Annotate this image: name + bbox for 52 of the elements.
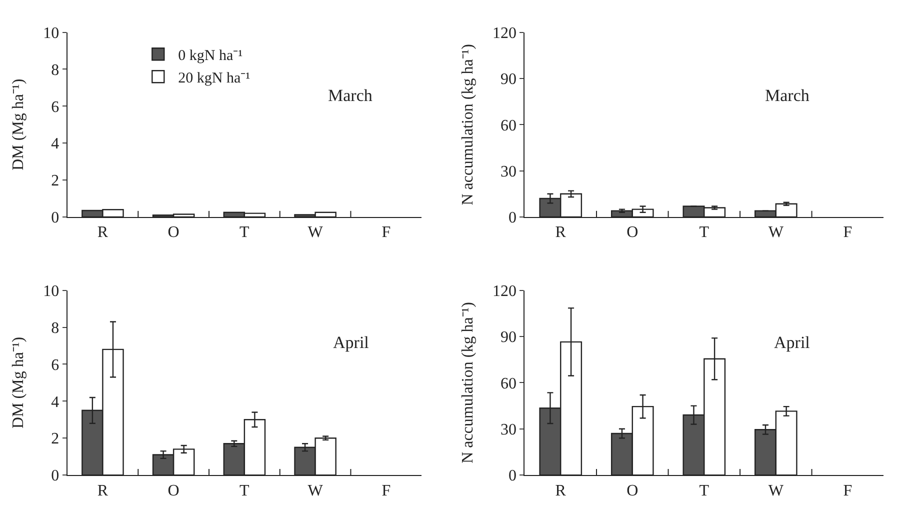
x-tick-label: F [382,224,391,242]
annotation: April [774,333,810,352]
x-tick-label: R [97,482,108,500]
y-tick-label: 120 [492,282,517,300]
annotation: April [333,333,370,352]
y-tick-label: 10 [43,282,60,300]
y-tick-label: 10 [43,24,60,42]
y-tick-label: 0 [51,210,60,227]
y-tick-label: 2 [51,430,60,448]
x-tick-label: T [240,482,250,500]
x-tick-label: T [240,224,250,242]
y-tick-label: 0 [508,210,517,227]
x-tick-label: O [168,482,180,500]
x-tick-label: F [843,482,852,500]
y-axis-title: DM (Mg ha⁻¹) [10,336,27,428]
y-tick-label: 6 [51,356,60,374]
x-tick-label: W [768,482,784,500]
x-tick-label: T [699,224,710,242]
y-tick-label: 6 [51,98,60,116]
y-tick-label: 8 [51,62,60,79]
x-tick-label: R [555,482,566,500]
legend-label: 0 kgN ha⁻¹ [178,48,243,64]
y-tick-label: 90 [500,329,517,346]
x-tick-label: W [768,224,784,242]
y-tick-label: 30 [500,421,517,438]
y-tick-label: 0 [51,468,60,485]
y-tick-label: 60 [500,375,517,392]
x-tick-label: F [843,224,852,242]
y-axis-title: N accumulation (kg ha⁻¹) [459,44,476,206]
y-axis-title: N accumulation (kg ha⁻¹) [459,302,476,464]
y-tick-label: 60 [500,117,517,134]
y-tick-label: 0 [508,468,517,485]
y-tick-label: 30 [500,163,517,180]
y-axis-title: DM (Mg ha⁻¹) [10,78,27,170]
y-tick-label: 8 [51,320,60,337]
x-tick-label: O [626,482,638,500]
x-tick-label: R [97,224,108,242]
y-tick-label: 90 [500,71,517,88]
x-tick-label: O [626,224,638,242]
y-tick-label: 2 [51,172,60,190]
legend-label: 20 kgN ha⁻¹ [178,70,250,86]
x-tick-label: R [555,224,566,242]
x-tick-label: O [168,224,180,242]
x-tick-label: F [382,482,391,500]
y-tick-label: 4 [51,394,60,411]
x-tick-label: W [308,224,324,242]
annotation: March [765,86,810,105]
x-tick-label: T [699,482,710,500]
x-tick-label: W [308,482,324,500]
y-tick-label: 4 [51,136,60,153]
y-tick-label: 120 [492,24,517,42]
annotation: March [328,86,373,105]
